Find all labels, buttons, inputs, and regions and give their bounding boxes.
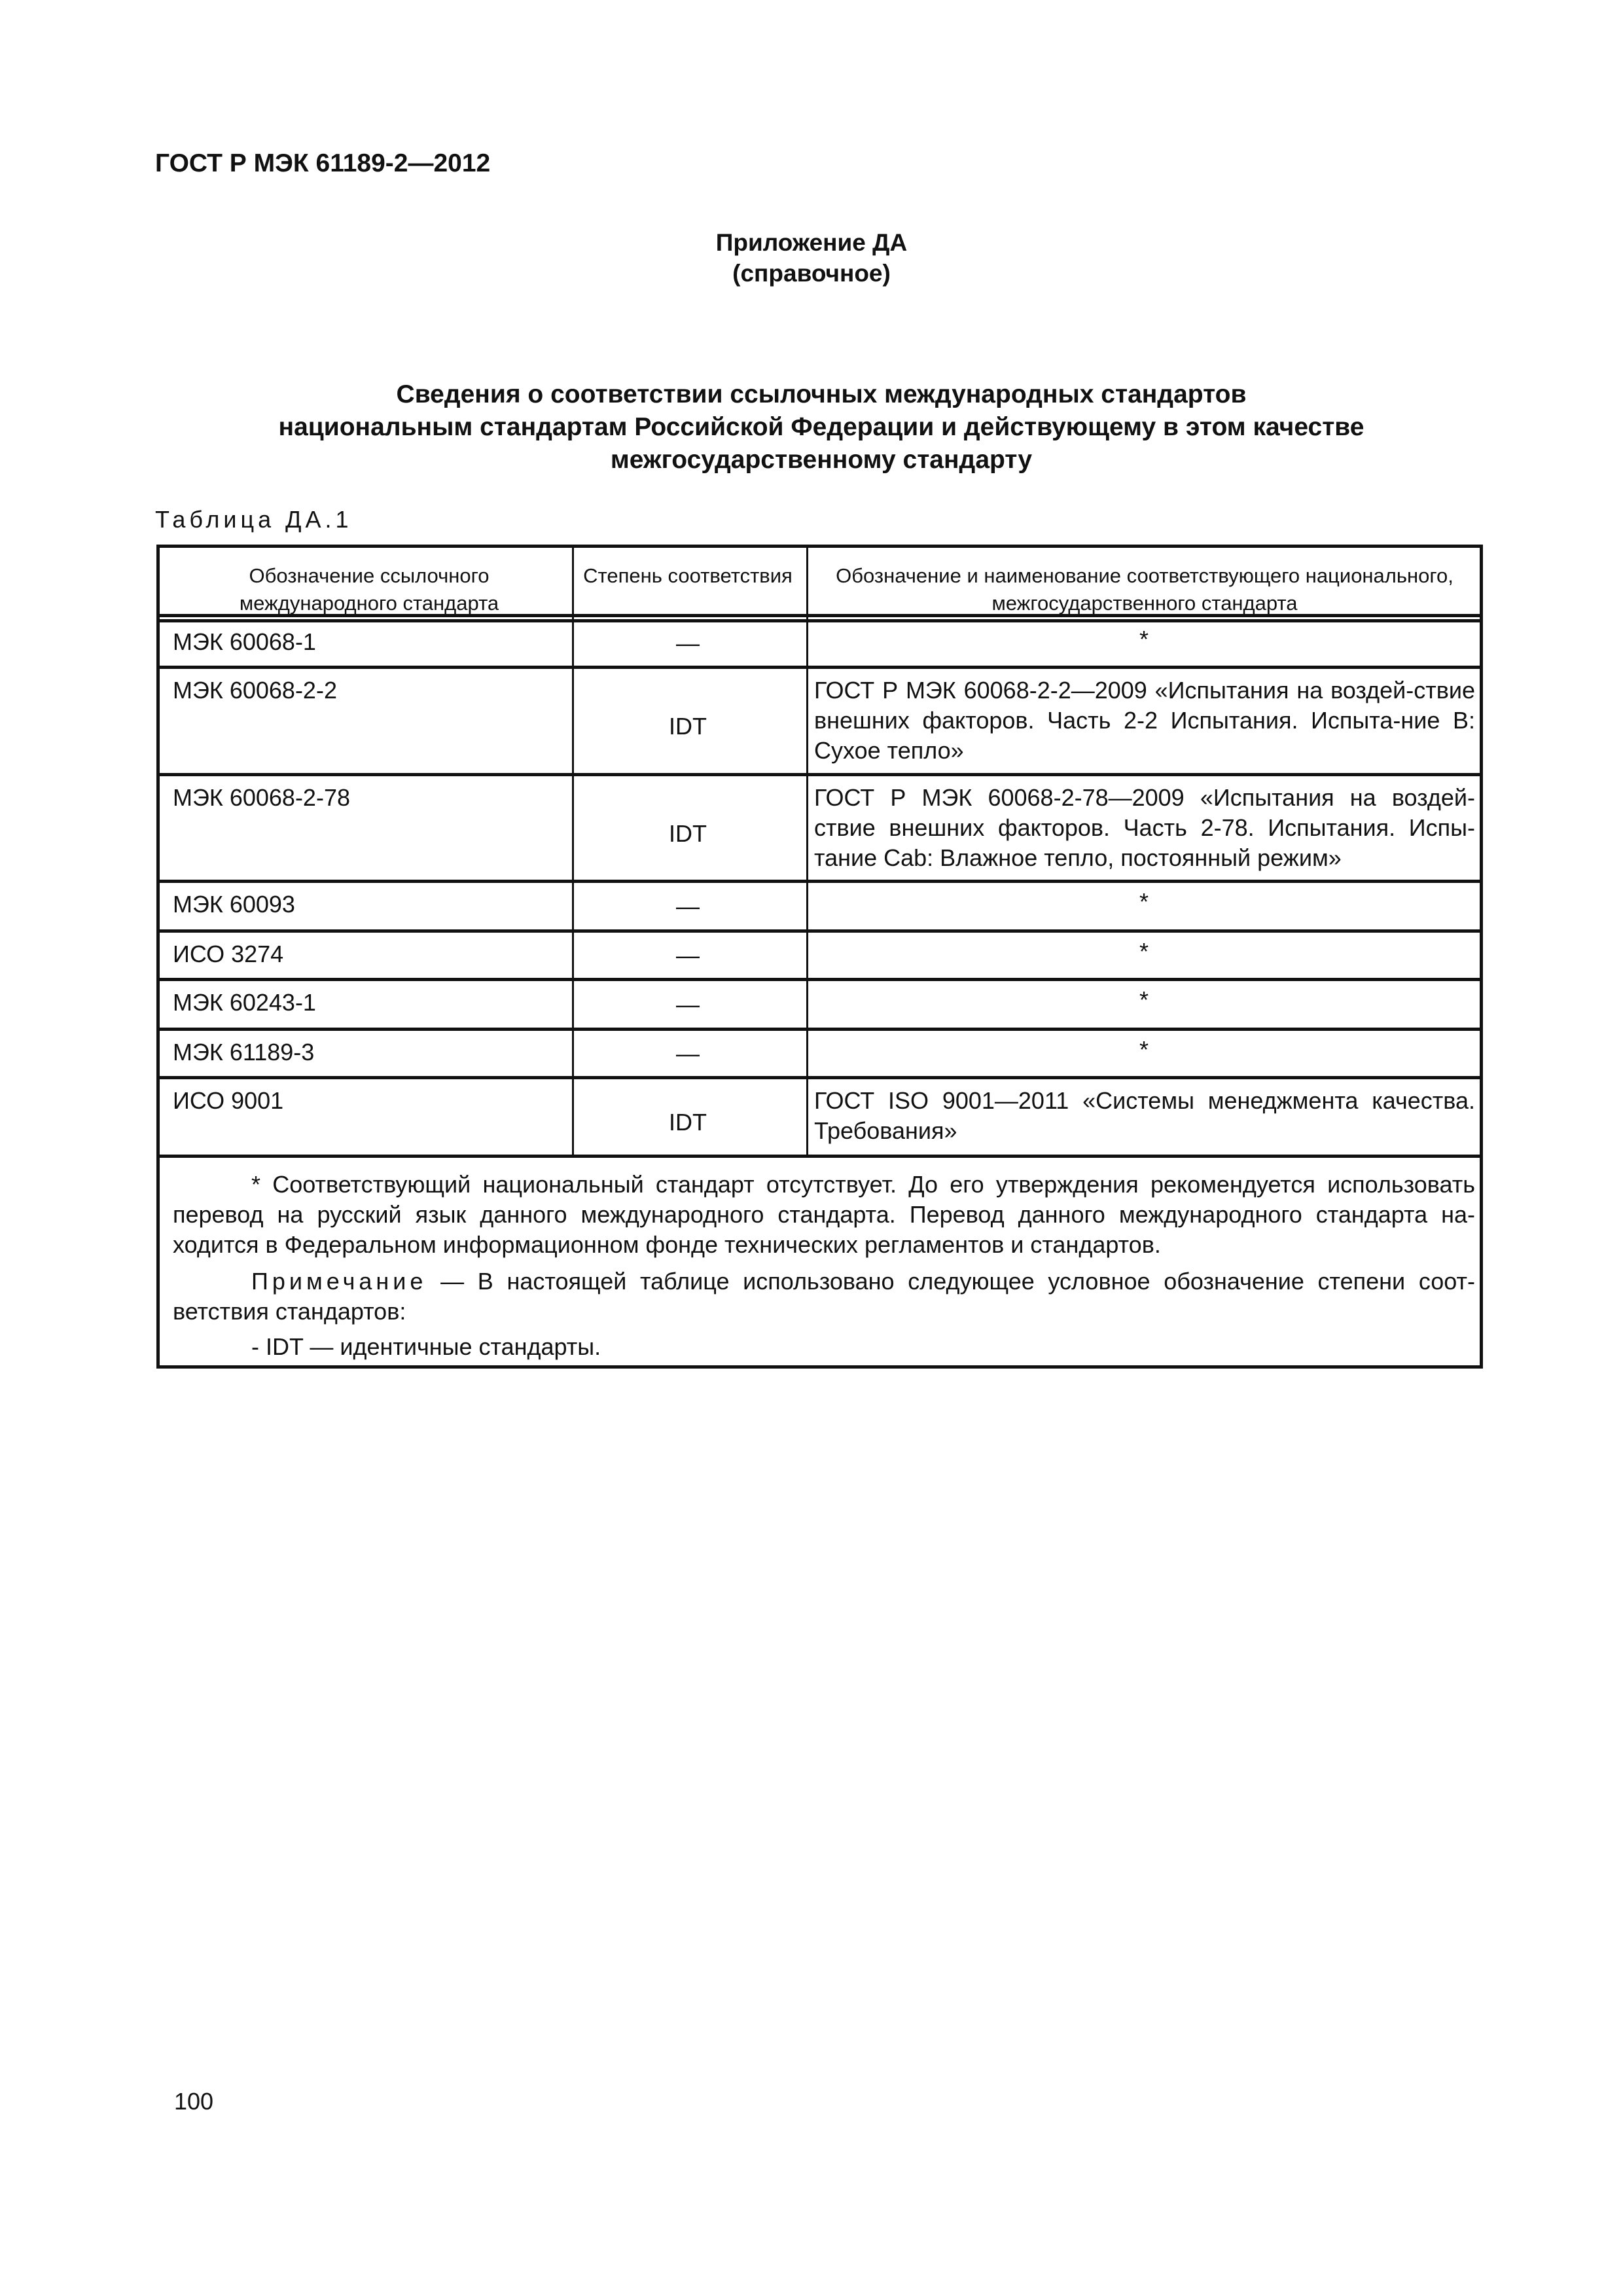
table-row-national: * bbox=[1139, 1036, 1149, 1063]
appendix-type: (справочное) bbox=[732, 260, 891, 287]
table-row-ref: МЭК 60068-2-2 bbox=[173, 677, 337, 704]
table-note: Примечание — В настоящей таблице использ… bbox=[173, 1266, 1475, 1327]
note-text: — В настоящей таблице использовано следу… bbox=[173, 1268, 1475, 1325]
table-row-national: * bbox=[1139, 938, 1149, 965]
table-row-ref: МЭК 60093 bbox=[173, 891, 295, 918]
table-row-degree: — bbox=[676, 942, 700, 969]
table-row-degree: — bbox=[676, 893, 700, 920]
table-row-degree: — bbox=[676, 991, 700, 1018]
correspondence-table: Обозначение ссылочного международного ст… bbox=[156, 545, 1483, 1369]
table-row-degree: IDT bbox=[669, 713, 707, 740]
table-row-ref: МЭК 60068-1 bbox=[173, 628, 316, 655]
table-footnote: * Соответствующий национальный стандарт … bbox=[173, 1171, 1475, 1258]
table-row-national: ГОСТ Р МЭК 60068-2-2—2009 «Испытания на … bbox=[814, 677, 1475, 764]
page-number: 100 bbox=[174, 2088, 214, 2115]
table-label: Таблица ДА.1 bbox=[155, 506, 353, 533]
table-row-ref: МЭК 61189-3 bbox=[173, 1039, 315, 1066]
table-legend: - IDT — идентичные стандарты. bbox=[251, 1333, 601, 1360]
table-row-degree: — bbox=[676, 1040, 700, 1067]
title-line-3: межгосударственному стандарту bbox=[610, 446, 1033, 474]
appendix-name: Приложение ДА bbox=[715, 229, 908, 256]
table-row-national: ГОСТ ISO 9001—2011 «Системы менеджмента … bbox=[814, 1087, 1475, 1144]
table-row-degree: — bbox=[676, 630, 700, 656]
document-code: ГОСТ Р МЭК 61189-2—2012 bbox=[155, 149, 491, 177]
table-row-ref: ИСО 3274 bbox=[173, 941, 284, 967]
table-row-ref: МЭК 60068-2-78 bbox=[173, 784, 350, 811]
table-row-ref: ИСО 9001 bbox=[173, 1087, 284, 1114]
title-line-1: Сведения о соответствии ссылочных междун… bbox=[396, 380, 1247, 408]
title-line-2: национальным стандартам Российской Федер… bbox=[278, 413, 1364, 441]
note-label: Примечание bbox=[251, 1268, 427, 1295]
page-title: Сведения о соответствии ссылочных междун… bbox=[196, 378, 1446, 476]
column-header-degree: Степень соответствия bbox=[583, 564, 793, 587]
column-header-national: Обозначение и наименование соответствующ… bbox=[836, 564, 1454, 615]
table-row-national: * bbox=[1139, 626, 1149, 653]
column-header-ref: Обозначение ссылочного международного ст… bbox=[239, 564, 499, 615]
table-row-ref: МЭК 60243-1 bbox=[173, 989, 316, 1016]
table-row-national: * bbox=[1139, 888, 1149, 915]
table-row-degree: IDT bbox=[669, 1109, 707, 1136]
table-row-national: ГОСТ Р МЭК 60068-2-78—2009 «Испытания на… bbox=[814, 784, 1475, 871]
table-row-national: * bbox=[1139, 986, 1149, 1013]
table-row-degree: IDT bbox=[669, 819, 707, 847]
